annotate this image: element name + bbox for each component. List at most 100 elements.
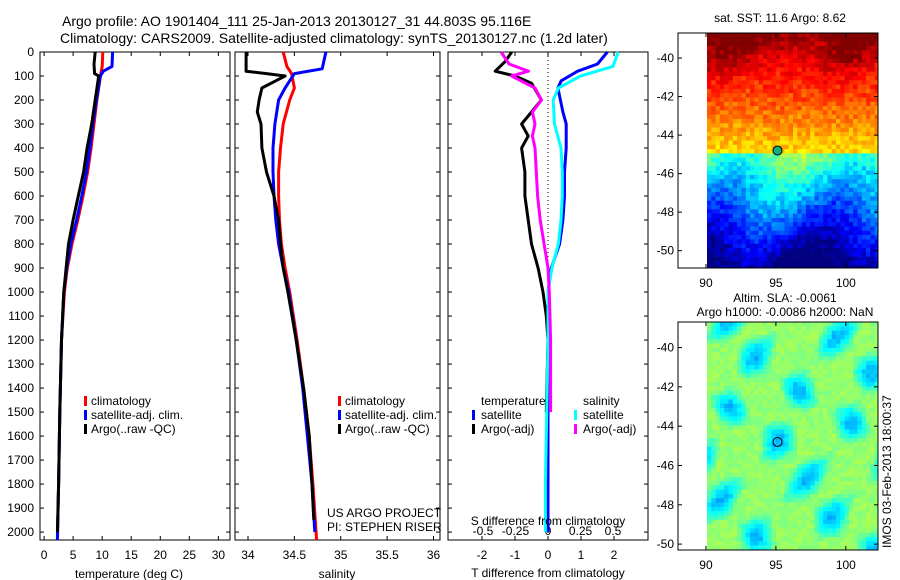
axes-frame — [39, 51, 231, 541]
y-tick-label: -44 — [657, 128, 675, 142]
salinity-panel: 34 34.5 35 35.5 36 — [234, 51, 441, 562]
legend-label: satellite — [481, 408, 522, 422]
y-tick-label: -40 — [657, 341, 675, 355]
temperature-panel: 0100200300400500600700800900100011001200… — [7, 45, 231, 562]
legend-title-salinity: salinity — [583, 394, 620, 408]
y-tick-label: -46 — [657, 167, 675, 181]
x-tick-label: 0 — [41, 548, 48, 562]
x-tick-label: 2 — [611, 548, 618, 562]
x-tick-label: 0 — [545, 548, 552, 562]
map-image — [707, 33, 878, 268]
legend-label: Argo(-adj) — [481, 422, 534, 436]
y-tick-label: 500 — [14, 165, 34, 179]
series-line-t-argo-adj- — [493, 51, 550, 413]
y-tick-label: -44 — [657, 419, 675, 433]
y-tick-label: -46 — [657, 458, 675, 472]
series-line-satellite-adj-clim- — [55, 51, 115, 541]
temperature-xlabel: temperature (deg C) — [75, 567, 183, 580]
series-line-satellite-adj-clim- — [271, 51, 328, 533]
y-tick-label: -50 — [657, 537, 675, 551]
s-tick-label: -0.25 — [502, 524, 530, 538]
temperature-legend: climatology satellite-adj. clim. Argo(..… — [84, 394, 183, 436]
x-tick-label: 100 — [836, 276, 856, 290]
y-tick-label: 100 — [14, 69, 34, 83]
legend-label: satellite-adj. clim. — [345, 408, 437, 422]
y-tick-label: -48 — [657, 498, 675, 512]
sst-map-panel: 90 95 100 -40 -42 -44 -46 -48 -50 — [657, 32, 879, 290]
y-tick-label: 1700 — [7, 453, 34, 467]
sst-map-title: sat. SST: 11.6 Argo: 8.62 — [714, 11, 846, 25]
x-tick-label: 30 — [212, 548, 226, 562]
legend-swatch-argo — [338, 424, 341, 434]
y-tick-label: 1400 — [7, 381, 34, 395]
argo-position-marker — [772, 436, 783, 447]
y-tick-label: 800 — [14, 237, 34, 251]
legend-swatch-s-argo — [574, 424, 577, 434]
x-tick-label: 10 — [95, 548, 109, 562]
x-tick-label: 35.5 — [375, 548, 399, 562]
x-tick-label: 15 — [125, 548, 139, 562]
x-tick-label: 90 — [699, 276, 713, 290]
difference-legend: temperature salinity satellite Argo(-adj… — [472, 394, 636, 436]
salinity-xlabel: salinity — [319, 567, 356, 580]
legend-swatch-satellite — [84, 410, 87, 420]
legend-swatch-climatology — [338, 396, 341, 406]
argo-position-marker — [772, 145, 783, 156]
map-frame — [677, 321, 879, 551]
legend-label: climatology — [345, 394, 405, 408]
y-tick-label: 2000 — [7, 525, 34, 539]
series-line-argo-raw-qc- — [244, 52, 316, 521]
project-label: US ARGO PROJECT — [327, 506, 442, 520]
s-tick-label: 0.5 — [605, 524, 622, 538]
y-tick-label: 1600 — [7, 429, 34, 443]
sla-map-title-1: Altim. SLA: -0.0061 — [733, 291, 837, 305]
x-tick-label: 35 — [334, 548, 348, 562]
y-tick-label: -50 — [657, 244, 675, 258]
x-tick-label: 100 — [836, 558, 856, 572]
y-tick-label: 1900 — [7, 501, 34, 515]
x-tick-label: 1 — [578, 548, 585, 562]
y-tick-label: 1800 — [7, 477, 34, 491]
y-tick-label: 1000 — [7, 285, 34, 299]
series-line-argo-raw-qc- — [55, 51, 101, 533]
axes-frame — [234, 51, 441, 541]
map-image — [707, 322, 878, 550]
legend-swatch-climatology — [84, 396, 87, 406]
legend-label: satellite-adj. clim. — [91, 408, 183, 422]
imos-credit: IMOS 03-Feb-2013 18:00:37 — [880, 395, 894, 548]
map-frame — [677, 32, 879, 269]
difference-panel: -2 -1 0 1 2-0.5 -0.25 0 0.25 0.5 — [447, 51, 649, 562]
y-tick-label: 600 — [14, 189, 34, 203]
legend-swatch-t-argo — [472, 424, 475, 434]
x-tick-label: 36 — [427, 548, 441, 562]
series-line-s-argo-adj- — [499, 51, 553, 413]
legend-title-temperature: temperature — [481, 394, 546, 408]
y-tick-label: -42 — [657, 380, 675, 394]
x-tick-label: 34 — [241, 548, 255, 562]
y-tick-label: 1100 — [8, 309, 34, 323]
y-tick-label: 1300 — [7, 357, 34, 371]
y-tick-label: 1200 — [7, 333, 34, 347]
x-tick-label: 90 — [699, 558, 713, 572]
legend-swatch-satellite — [338, 410, 341, 420]
y-tick-label: -48 — [657, 205, 675, 219]
legend-swatch-t-satellite — [472, 410, 475, 420]
series-line-t-satellite — [546, 51, 609, 533]
sla-map-title-2: Argo h1000: -0.0086 h2000: NaN — [697, 305, 874, 319]
legend-label: climatology — [91, 394, 151, 408]
salinity-legend: climatology satellite-adj. clim. Argo(..… — [338, 394, 437, 436]
x-tick-label: 95 — [769, 558, 783, 572]
title-line-2: Climatology: CARS2009. Satellite-adjuste… — [60, 30, 608, 46]
x-tick-label: 25 — [183, 548, 197, 562]
legend-label: satellite — [583, 408, 624, 422]
sla-map-panel: 90 95 100 -40 -42 -44 -46 -48 -50 — [657, 321, 879, 572]
legend-swatch-s-satellite — [574, 410, 577, 420]
legend-label: Argo(-adj) — [583, 422, 636, 436]
y-tick-label: -40 — [657, 51, 675, 65]
x-tick-label: 20 — [154, 548, 168, 562]
x-tick-label: -1 — [510, 548, 521, 562]
x-tick-label: 34.5 — [283, 548, 307, 562]
y-tick-label: 700 — [14, 213, 34, 227]
title-line-1: Argo profile: AO 1901404_111 25-Jan-2013… — [62, 13, 531, 29]
x-tick-label: 5 — [70, 548, 77, 562]
